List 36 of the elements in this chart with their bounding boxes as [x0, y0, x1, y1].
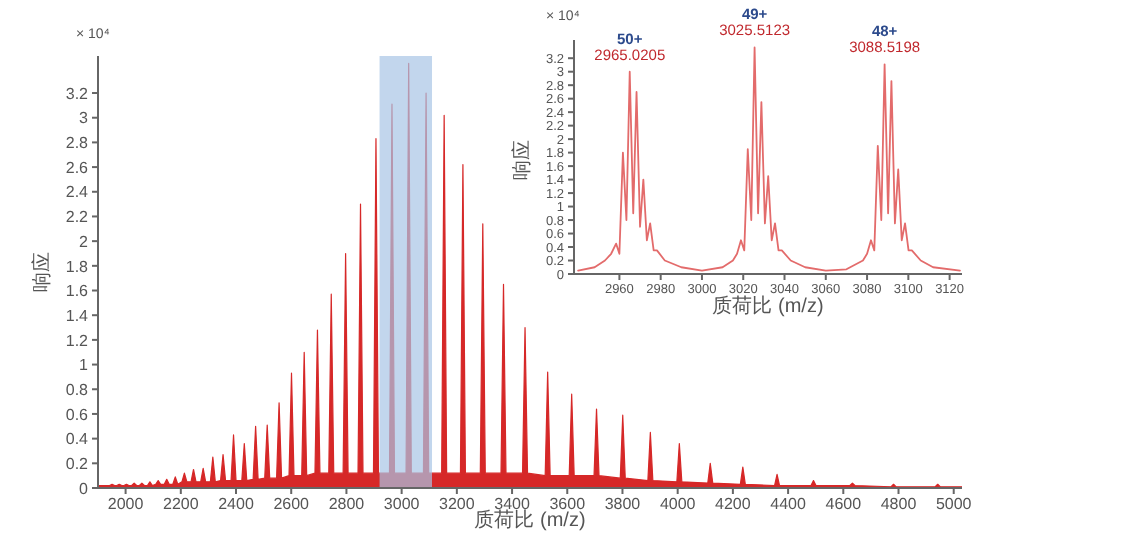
- x-tick-label: 4600: [825, 495, 863, 514]
- y-tick-label: 2.8: [65, 134, 90, 153]
- x-tick-label: 5000: [935, 495, 973, 514]
- y-tick-label: 1.6: [65, 282, 90, 301]
- x-tick-label: 2600: [273, 495, 311, 514]
- y-tick-label: 1: [79, 356, 90, 375]
- x-tick-label: 2200: [163, 495, 200, 514]
- x-tick-label: 4400: [770, 495, 807, 514]
- y-tick-label: 2.4: [65, 183, 90, 202]
- y-tick-label: 0.6: [65, 405, 90, 424]
- x-tick-label: 2800: [328, 495, 366, 514]
- x-tick-label: 3800: [604, 495, 642, 514]
- x-tick-label: 2000: [107, 495, 145, 514]
- y-tick-label: 1.4: [65, 306, 90, 325]
- y-tick-label: 3.2: [65, 84, 90, 103]
- y-axis-title: 响应: [32, 252, 56, 292]
- x-axis-title: 质荷比 (m/z): [474, 510, 586, 534]
- x-tick-label: 4800: [880, 495, 918, 514]
- y-tick-label: 0.2: [65, 454, 90, 473]
- y-tick-label: 2: [79, 232, 90, 251]
- x-tick-label: 3000: [383, 495, 421, 514]
- y-tick-label: 0.4: [65, 430, 90, 449]
- y-axis-title: 响应: [512, 140, 536, 180]
- y-tick-label: 0.8: [65, 380, 90, 399]
- x-tick-label: 4200: [715, 495, 752, 514]
- y-tick-label: 2.2: [65, 208, 90, 227]
- y-tick-label: 2.6: [65, 158, 90, 177]
- x-tick-label: 3200: [439, 495, 476, 514]
- y-tick-label: 3: [79, 109, 90, 128]
- y-tick-label: 1.8: [65, 257, 90, 276]
- y-tick-label: 0: [79, 479, 90, 498]
- x-tick-label: 3600: [549, 495, 587, 514]
- x-tick-label: 4000: [659, 495, 697, 514]
- x-axis-title: 质荷比 (m/z): [712, 296, 824, 320]
- y-tick-label: 1.2: [65, 331, 90, 350]
- x-tick-label: 2400: [218, 495, 255, 514]
